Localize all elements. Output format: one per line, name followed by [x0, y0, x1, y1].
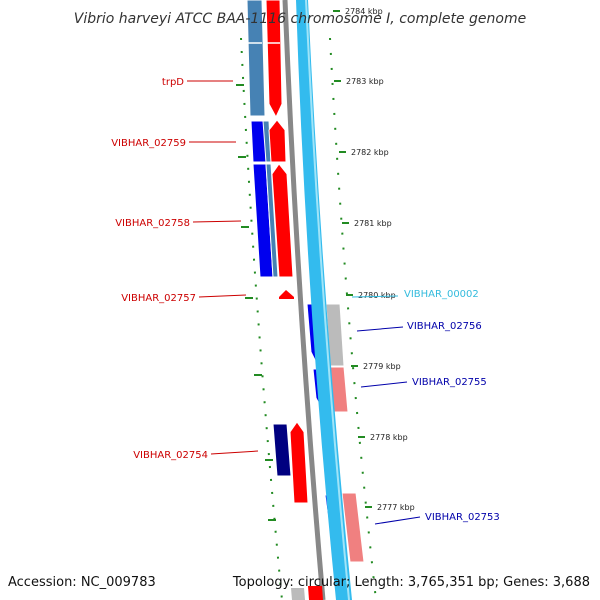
label-leaders: [187, 80, 421, 525]
gene-label-left: VIBHAR_02757: [121, 293, 196, 304]
gene-label-right: VIBHAR_02755: [412, 377, 487, 388]
feature-vibhar-02757-red: [279, 290, 294, 299]
outer-tick-ring-left: [240, 37, 283, 600]
gene-label-left: VIBHAR_02754: [133, 450, 208, 461]
scale-label: 2782 kbp: [351, 148, 389, 157]
gene-label-left: VIBHAR_02758: [115, 218, 190, 229]
scale-label: 2783 kbp: [346, 77, 384, 86]
scale-label: 2780 kbp: [358, 291, 396, 300]
scale-label: 2778 kbp: [370, 433, 408, 442]
feature-trpd-steelblue: [246, 0, 266, 117]
right-labels: VIBHAR_00002 VIBHAR_02756 VIBHAR_02755 VIBH…: [404, 289, 500, 523]
scale-label: 2777 kbp: [377, 503, 415, 512]
leader-line: [192, 220, 242, 223]
gene-label-left: trpD: [162, 77, 184, 88]
feature-salmon-cds-lower: [341, 492, 365, 563]
feature-vibhar-02758-red: [271, 163, 294, 278]
feature-vibhar-02754-red: [289, 421, 309, 504]
feature-vibhar-02759-red: [268, 119, 287, 163]
scale-label: 2781 kbp: [354, 219, 392, 228]
bottom-stub-gray: [291, 588, 305, 600]
summary-text: Topology: circular; Length: 3,765,351 bp…: [232, 575, 590, 590]
leader-line: [210, 450, 259, 455]
scale-ticks: [236, 10, 372, 521]
bottom-stub-red: [308, 586, 323, 600]
feature-vibhar-02758-steelblue: [265, 163, 279, 278]
gene-label-right: VIBHAR_00002: [404, 289, 479, 300]
leader-line: [374, 516, 421, 525]
backbone-gray-line: [282, 0, 326, 600]
leader-line: [351, 295, 399, 298]
scale-labels: 2784 kbp 2783 kbp 2782 kbp 2781 kbp 2780 kbp…: [345, 7, 415, 512]
gene-label-right: VIBHAR_02753: [425, 512, 500, 523]
left-labels: trpD VIBHAR_02759 VIBHAR_02758 VIBHAR_02757…: [111, 77, 208, 461]
feature-vibhar-02754-navy: [272, 423, 292, 477]
leader-line: [198, 294, 247, 298]
scale-label: 2779 kbp: [363, 362, 401, 371]
leader-line: [356, 326, 404, 332]
leader-line: [360, 381, 408, 388]
gene-label-right: VIBHAR_02756: [407, 321, 482, 332]
feature-trpd-red: [265, 0, 283, 119]
map-title: Vibrio harveyi ATCC BAA-1116 chromosome …: [74, 11, 526, 27]
backbone-light-band-edge: [305, 0, 350, 600]
gene-label-left: VIBHAR_02759: [111, 138, 186, 149]
accession-text: Accession: NC_009783: [8, 575, 156, 590]
scale-label: 2784 kbp: [345, 7, 383, 16]
